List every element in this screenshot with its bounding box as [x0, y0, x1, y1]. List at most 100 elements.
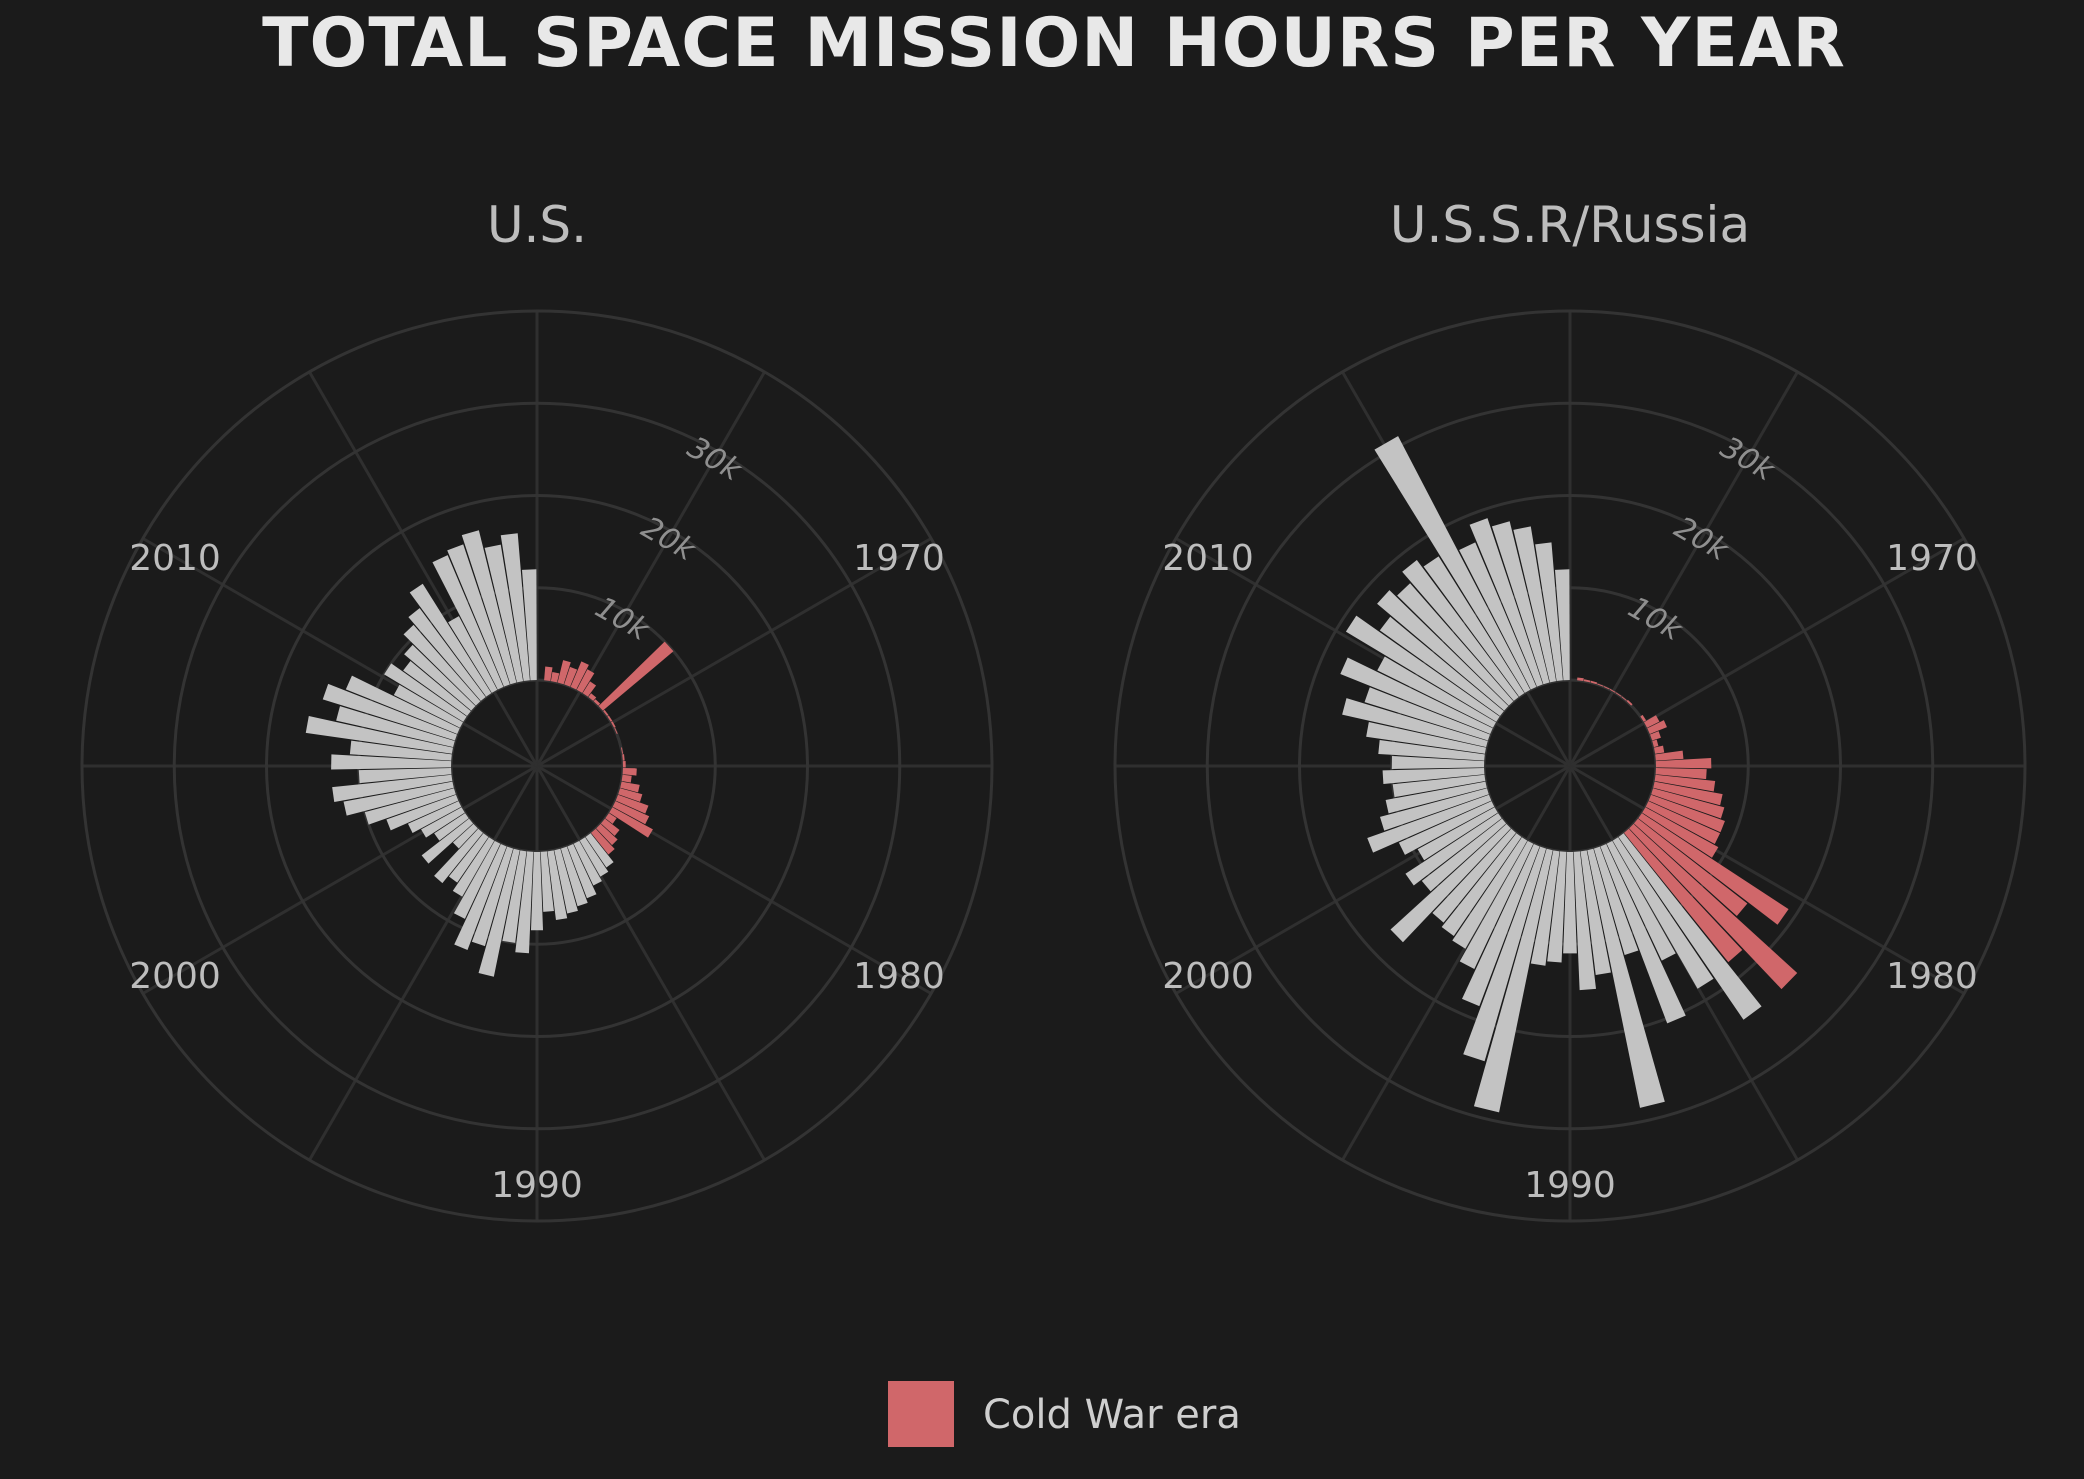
bar-year-1983 [1653, 781, 1723, 806]
bar-year-1986 [1645, 801, 1721, 844]
grid-spoke [1175, 537, 1571, 768]
grid-spoke [308, 371, 539, 767]
bar-year-2032 [1423, 556, 1525, 697]
bar-year-1985 [615, 794, 649, 814]
bar-year-1979 [1655, 750, 1684, 761]
bar-year-1971 [598, 641, 674, 711]
bar-year-1976 [1650, 731, 1661, 741]
bar-year-2003 [1473, 848, 1553, 1113]
bar-year-1983 [620, 781, 640, 793]
bar-year-2029 [404, 644, 476, 711]
theta-tick-label-1990: 1990 [1524, 1165, 1616, 1206]
bar-year-1964 [1590, 680, 1598, 685]
bar-year-1982 [621, 774, 632, 783]
panel-ussr-russia: U.S.S.R/Russia 1970198019902000201010k20… [1113, 196, 2027, 1223]
bar-year-1995 [567, 844, 597, 899]
grid-spoke [535, 371, 766, 767]
bar-year-2029 [1377, 590, 1509, 711]
bar-year-2031 [1402, 560, 1519, 701]
bar-year-2017 [343, 781, 454, 816]
bar-year-2013 [421, 807, 465, 838]
legend-swatch-cold-war [888, 1381, 954, 1447]
theta-tick-label-2010: 2010 [1162, 538, 1254, 579]
bar-year-2039 [521, 569, 537, 681]
bar-year-1999 [540, 851, 554, 912]
bar-year-2030 [403, 624, 481, 706]
bar-year-1980 [622, 760, 626, 768]
bar-year-1998 [547, 850, 568, 921]
bar-year-2009 [434, 828, 483, 884]
bar-year-2034 [1459, 542, 1537, 690]
bar-year-2019 [358, 767, 452, 784]
bar-year-2016 [364, 788, 456, 825]
bar-year-2004 [1463, 846, 1547, 1062]
bar-year-1996 [1593, 846, 1639, 955]
bar-year-2023 [1342, 698, 1488, 748]
grid-ring [1113, 309, 2027, 1223]
bar-year-1989 [1633, 818, 1748, 917]
bar-year-1977 [1652, 739, 1659, 748]
theta-tick-label-1970: 1970 [1886, 538, 1978, 579]
bar-year-2022 [1366, 721, 1486, 754]
bar-year-1996 [560, 846, 588, 907]
bar-year-2007 [1452, 837, 1528, 949]
bar-year-2008 [448, 833, 489, 883]
bar-year-1969 [1621, 696, 1627, 701]
bar-year-1980 [1655, 758, 1712, 769]
grid-spoke [1568, 371, 1799, 767]
bar-year-2014 [407, 801, 462, 834]
bar-year-2010 [1390, 823, 1511, 943]
bar-year-2005 [1462, 844, 1540, 1007]
chart-title: TOTAL SPACE MISSION HOURS PER YEAR [262, 4, 1846, 83]
bar-year-1974 [611, 721, 616, 728]
bar-year-2031 [408, 608, 486, 701]
bar-year-2002 [1530, 850, 1560, 966]
bar-year-2018 [332, 774, 453, 803]
bar-year-1987 [1642, 807, 1719, 858]
bar-year-1963 [1583, 679, 1591, 683]
bar-year-2000 [530, 851, 544, 931]
bar-year-2007 [452, 837, 495, 897]
bar-year-1962 [544, 666, 553, 682]
theta-tick-label-1980: 1980 [853, 956, 945, 997]
grid-spoke [1569, 764, 1965, 995]
bar-year-2006 [453, 840, 501, 919]
bar-year-1963 [550, 672, 560, 683]
bar-year-2014 [1398, 801, 1495, 855]
bar-year-2030 [1397, 583, 1514, 706]
bar-year-2008 [1441, 833, 1522, 936]
grid-ring [172, 401, 902, 1131]
bar-year-1994 [1606, 840, 1676, 961]
grid-ring [265, 494, 809, 1038]
bar-year-1990 [596, 823, 618, 846]
bar-year-1997 [1587, 848, 1665, 1108]
bar-year-1970 [1626, 699, 1633, 706]
bar-year-1967 [1609, 688, 1616, 693]
grid-ring [80, 309, 994, 1223]
bar-year-2026 [393, 684, 463, 728]
bar-year-2035 [1469, 518, 1543, 687]
bar-year-1965 [1597, 683, 1604, 687]
legend-label-cold-war: Cold War era [983, 1392, 1241, 1438]
bar-year-1992 [585, 833, 614, 868]
bar-year-1985 [1648, 794, 1725, 833]
grid-spoke [308, 765, 539, 1161]
theta-tick-label-1970: 1970 [853, 538, 945, 579]
bar-year-2000 [1563, 851, 1577, 954]
bar-year-2021 [1378, 739, 1485, 761]
bar-year-1986 [612, 801, 650, 825]
bar-year-2006 [1459, 840, 1534, 969]
bar-year-2005 [454, 844, 507, 951]
bar-year-2036 [1491, 521, 1550, 685]
bar-year-1967 [576, 669, 595, 693]
grid-us [80, 309, 994, 1223]
theta-tick-label-2000: 2000 [1162, 956, 1254, 997]
bar-year-2039 [1554, 569, 1570, 681]
bar-year-2024 [322, 683, 457, 741]
bar-year-2023 [336, 706, 455, 748]
bar-year-2015 [1367, 794, 1492, 853]
bar-year-2025 [1340, 657, 1493, 735]
bar-year-2011 [421, 818, 474, 864]
bar-year-1978 [621, 747, 624, 754]
bar-year-1975 [1647, 720, 1667, 735]
